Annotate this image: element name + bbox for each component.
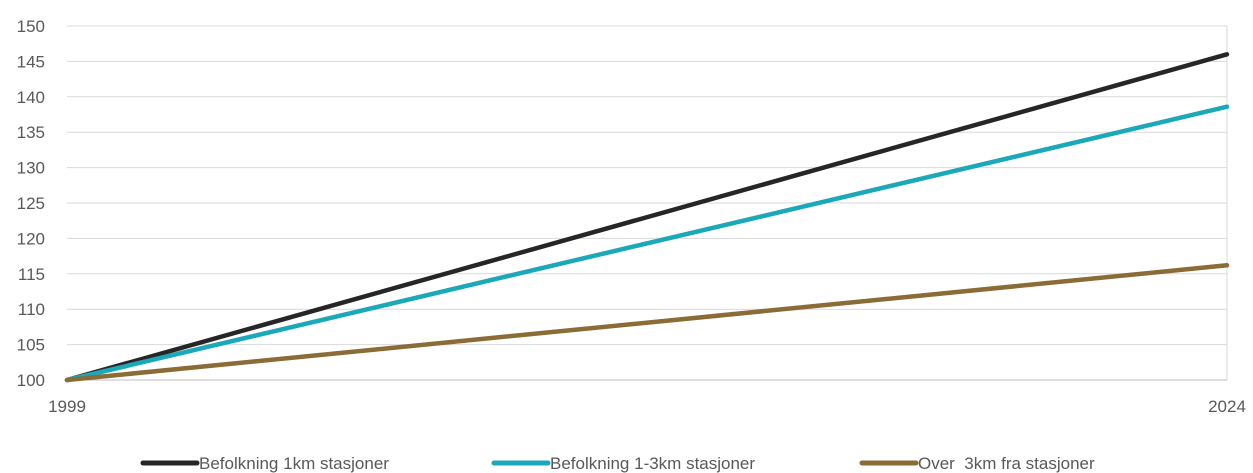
x-tick-label: 2024 <box>1208 397 1246 416</box>
y-tick-label: 145 <box>17 52 45 71</box>
y-tick-label: 125 <box>17 194 45 213</box>
x-tick-label: 1999 <box>48 397 86 416</box>
series-line-1 <box>64 52 1230 383</box>
series-line-3 <box>64 263 1230 383</box>
gridlines <box>67 25 1228 380</box>
y-tick-label: 150 <box>17 17 45 36</box>
y-tick-label: 120 <box>17 229 45 248</box>
y-tick-label: 110 <box>18 300 45 319</box>
legend-label: Befolkning 1-3km stasjoner <box>550 454 755 473</box>
legend: Befolkning 1km stasjoner Befolkning 1-3km… <box>140 454 1095 473</box>
y-tick-label: 140 <box>17 88 45 107</box>
legend-label: Over 3km fra stasjoner <box>918 454 1095 473</box>
y-tick-label: 130 <box>17 159 45 178</box>
axes: 100 105 110 115 120 125 130 135 140 145 150 1999 202… <box>17 17 1246 416</box>
y-tick-label: 100 <box>17 371 45 390</box>
y-tick-label: 135 <box>17 123 45 142</box>
y-tick-label: 115 <box>18 265 45 284</box>
series-lines <box>64 52 1230 383</box>
legend-label: Befolkning 1km stasjoner <box>199 454 389 473</box>
y-tick-label: 105 <box>17 336 45 355</box>
series-line-2 <box>64 104 1230 383</box>
